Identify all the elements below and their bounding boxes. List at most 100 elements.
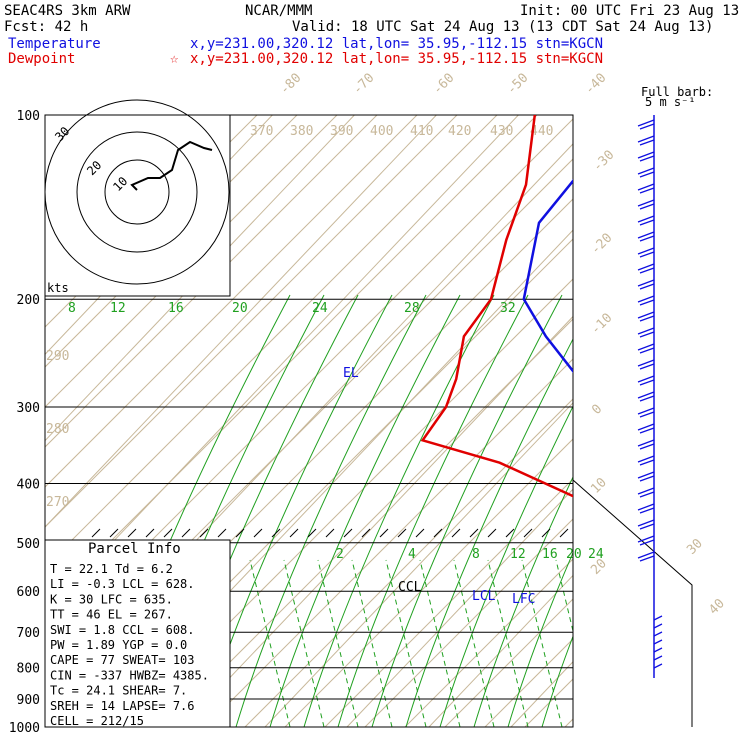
pressure-tick-label: 800 [17, 662, 40, 677]
dry-adiabat-line [564, 718, 573, 727]
hatch-mark [109, 528, 119, 538]
isotherm-label: -40 [582, 71, 609, 98]
wind-barb-icon [637, 439, 655, 450]
parcel-info-row: PW = 1.89 YGP = 0.0 [50, 638, 187, 652]
hatch-mark [361, 528, 371, 538]
isotherm-line [428, 574, 573, 727]
isotherm-label: -20 [588, 231, 615, 258]
theta-label: 400 [370, 124, 393, 139]
parcel-info-title: Parcel Info [88, 541, 181, 557]
mixing-ratio-line [351, 559, 393, 727]
mixing-ratio-line [487, 559, 529, 727]
hatch-mark [91, 528, 101, 538]
hatch-mark [181, 528, 191, 538]
moist-adiabat-line [473, 475, 573, 727]
wind-barb-icon [637, 375, 655, 386]
lcl-label: LCL [472, 589, 496, 604]
dry-adiabat-line [364, 518, 573, 727]
isotherm-line [182, 315, 573, 727]
wind-barb-icon [637, 279, 655, 290]
theta-label: 410 [410, 124, 433, 139]
wind-barb-icon [637, 215, 655, 226]
wind-barb-icon [637, 487, 655, 498]
theta-label: 380 [290, 124, 313, 139]
hatch-mark [415, 528, 425, 538]
mixing-ratio-label: 16 [168, 301, 184, 316]
dry-adiabat-line [524, 678, 573, 727]
dry-adiabat-line [45, 115, 338, 408]
pressure-tick-label: 1000 [9, 721, 40, 736]
hatch-mark [289, 528, 299, 538]
moist-adiabat-line [405, 337, 573, 727]
parcel-info-box: Parcel Info T = 22.1 Td = 6.2LI = -0.3 L… [44, 539, 231, 728]
theta-label: 420 [448, 124, 471, 139]
moist-adiabat-line [439, 405, 573, 727]
dry-adiabat-line [244, 398, 573, 727]
hatch-mark [235, 528, 245, 538]
hatch-mark [559, 528, 569, 538]
theta-label: 430 [490, 124, 513, 139]
hatch-mark [379, 528, 389, 538]
dry-adiabat-line [204, 358, 573, 727]
mixing-ratio-line [590, 560, 630, 727]
hatch-mark [325, 528, 335, 538]
isotherm-line [45, 115, 355, 442]
parcel-info-row: LI = -0.3 LCL = 628. [50, 577, 195, 591]
moist-adiabat-line [541, 635, 573, 727]
hatch-mark [523, 528, 533, 538]
el-label: EL [343, 366, 359, 381]
isotherm-line [593, 115, 740, 727]
hatch-mark [487, 528, 497, 538]
barb-legend-line1: Full barb: [641, 85, 713, 99]
ccl-label: CCL [398, 580, 422, 595]
wind-barb-icon [637, 231, 655, 242]
isotherm-label: -10 [588, 311, 615, 338]
wind-barb-icon [637, 263, 655, 274]
moist-adiabat-line [269, 294, 461, 727]
pressure-tick-label: 600 [17, 585, 40, 600]
parcel-info-row: CIN = -337 HWBZ= 4385. [50, 668, 209, 682]
dry-adiabat-line [45, 115, 538, 608]
dry-adiabat-line [45, 115, 498, 568]
hatch-mark [469, 528, 479, 538]
mixing-ratio-label: 8 [68, 301, 76, 316]
wind-barb-icon [637, 535, 655, 546]
mixing-ratio-line [624, 560, 664, 727]
hatch-mark [541, 528, 551, 538]
mixing-ratio-label: 4 [408, 547, 416, 562]
parcel-info-row: Tc = 24.1 SHEAR= 7. [50, 684, 187, 698]
wind-barb-icon [637, 247, 655, 258]
mixing-ratio-line [555, 559, 573, 634]
wind-barb-icon [637, 199, 655, 210]
mixing-ratio-label: 20 [566, 547, 582, 562]
temperature-legend: Temperature [8, 36, 101, 52]
wind-barb-icon [653, 647, 663, 653]
mixing-ratio-label: 20 [232, 301, 248, 316]
wind-barb-icon [637, 503, 655, 514]
isotherm-label: 40 [706, 596, 728, 618]
hatch-mark [199, 528, 209, 538]
isotherm-label: -60 [430, 71, 457, 98]
dry-adiabat-line [484, 638, 573, 727]
wind-barb-icon [637, 311, 655, 322]
pressure-tick-label: 200 [17, 293, 40, 308]
dry-adiabat-line [324, 478, 573, 727]
wind-barb-icon [637, 343, 655, 354]
theta-label: 440 [530, 124, 553, 139]
dry-adiabat-line [45, 115, 378, 448]
hodograph-trace [130, 140, 213, 191]
theta-label: 370 [250, 124, 273, 139]
wind-barb-icon [637, 183, 655, 194]
parcel-info-row: K = 30 LFC = 635. [50, 592, 173, 606]
hatch-mark [253, 528, 263, 538]
forecast-hour: Fcst: 42 h [4, 19, 88, 35]
hatch-mark [397, 528, 407, 538]
mixing-ratio-label: 12 [510, 547, 526, 562]
wind-barb-icon [637, 407, 655, 418]
pressure-tick-label: 900 [17, 693, 40, 708]
hatch-mark [343, 528, 353, 538]
wind-barb-icon [637, 455, 655, 466]
pressure-tick-label: 700 [17, 626, 40, 641]
lfc-label: LFC [512, 592, 535, 607]
wind-barb-icon [637, 359, 655, 370]
